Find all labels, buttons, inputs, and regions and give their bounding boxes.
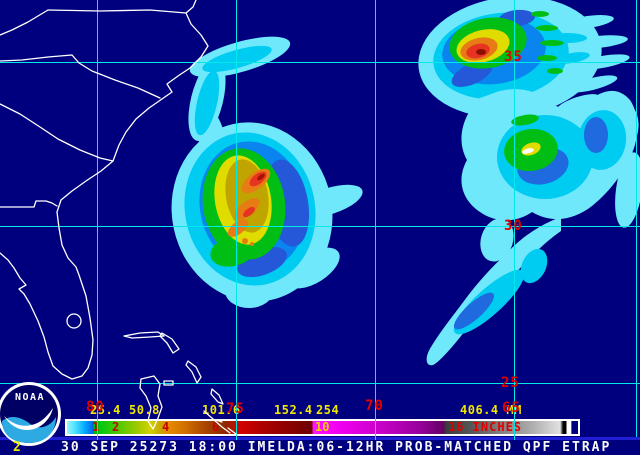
precip-central-storm — [171, 36, 363, 308]
lon-label-80: 80 — [86, 399, 105, 415]
nc-sc-border — [0, 54, 161, 99]
coastline-map — [0, 0, 237, 435]
ga-fl-border — [0, 200, 58, 208]
lake-okeechobee — [66, 313, 82, 329]
island-new-providence — [163, 380, 174, 386]
mm-label-406-4: 406.4 MM — [460, 403, 522, 417]
lon-label-75: 75 — [226, 401, 245, 417]
island-cat — [210, 388, 224, 405]
island-abaco — [159, 332, 180, 354]
us-east-coast — [0, 0, 209, 380]
noaa-logo: NOAA — [0, 382, 61, 446]
latlon-grid — [0, 0, 640, 440]
mm-label-152-4: 152.4 — [274, 403, 313, 417]
mm-label-50-8: 50.8 — [129, 403, 160, 417]
noaa-logo-sea — [2, 416, 56, 443]
island-grand-bahama — [123, 331, 165, 339]
bar-label-6in: 6 — [212, 420, 220, 434]
va-nc-border — [47, 9, 187, 14]
lat-label-35: 35 — [504, 49, 523, 65]
noaa-logo-text: NOAA — [15, 392, 45, 403]
footer-divider — [0, 437, 640, 440]
corner-label: 2 — [13, 440, 21, 455]
noaa-logo-bird-icon — [4, 408, 53, 430]
bar-label-4in: 4 — [162, 420, 170, 434]
lon-label-65: 65 — [502, 400, 521, 416]
bar-label-16in: 16 INCHES — [448, 420, 523, 434]
mm-label-254: 254 — [316, 403, 340, 417]
precip-northeast-storm — [418, 0, 640, 228]
bar-label-10in: 10 — [315, 420, 330, 434]
precip-east-band — [426, 89, 638, 366]
island-eleuthera — [185, 360, 202, 384]
bar-label-2in: 2 — [112, 420, 120, 434]
product-title: 30 SEP 25273 18:00 IMELDA:06-12HR PROB-M… — [61, 440, 612, 455]
tn-nc-border — [0, 9, 49, 36]
bar-label-1in: 1 — [92, 420, 100, 434]
lat-label-30: 30 — [504, 218, 523, 234]
lon-label-70: 70 — [365, 398, 384, 414]
precip-colorbar — [65, 419, 580, 436]
lat-label-25: 25 — [501, 375, 520, 391]
sc-ga-border — [0, 103, 114, 162]
